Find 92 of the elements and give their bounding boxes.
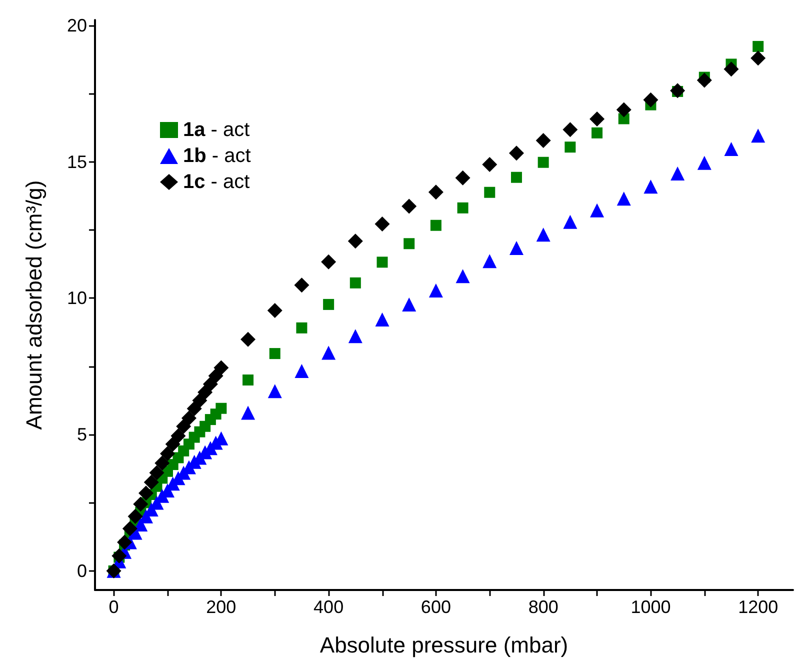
y-tick-label: 15 xyxy=(66,152,87,172)
legend-label: 1b - act xyxy=(183,145,252,167)
point xyxy=(350,277,361,288)
point xyxy=(322,346,336,360)
point xyxy=(149,465,164,480)
point xyxy=(323,298,334,310)
point xyxy=(165,436,180,452)
point xyxy=(186,401,202,416)
point xyxy=(616,102,632,118)
legend-label: 1c - act xyxy=(183,171,250,193)
point xyxy=(536,133,551,148)
point xyxy=(296,322,308,334)
point xyxy=(484,186,496,198)
point xyxy=(510,172,522,183)
point xyxy=(376,256,388,268)
point xyxy=(752,40,764,52)
x-tick-label: 0 xyxy=(108,597,119,617)
point xyxy=(144,474,159,490)
point xyxy=(428,284,443,298)
point xyxy=(321,254,336,270)
point xyxy=(138,486,154,501)
x-tick-label: 1200 xyxy=(738,597,778,617)
point xyxy=(482,157,498,172)
point xyxy=(198,384,213,400)
point xyxy=(563,214,578,229)
point xyxy=(294,278,310,293)
point xyxy=(374,216,390,232)
point xyxy=(536,228,550,242)
point xyxy=(117,534,132,550)
point xyxy=(404,238,415,250)
point xyxy=(240,332,256,347)
point xyxy=(402,198,417,214)
point xyxy=(267,302,282,318)
point xyxy=(455,170,470,186)
point xyxy=(348,329,362,344)
point xyxy=(696,72,712,88)
point xyxy=(294,364,309,378)
point xyxy=(428,184,444,200)
point xyxy=(214,360,229,376)
point xyxy=(590,203,604,218)
point xyxy=(751,128,766,143)
point xyxy=(697,156,712,170)
point xyxy=(509,241,524,255)
point xyxy=(154,456,170,471)
y-axis-title: Amount adsorbed (cm³/g) xyxy=(22,180,46,430)
point xyxy=(508,146,524,161)
point xyxy=(160,446,175,462)
point xyxy=(643,92,658,108)
point xyxy=(375,312,390,326)
point xyxy=(181,410,196,426)
point xyxy=(750,50,766,66)
x-axis-title: Absolute pressure (mbar) xyxy=(320,632,568,658)
point xyxy=(590,112,605,126)
y-tick-label: 5 xyxy=(76,424,87,445)
y-tick-label: 20 xyxy=(66,15,87,36)
point xyxy=(538,156,549,168)
point xyxy=(457,202,468,214)
x-tick-label: 600 xyxy=(420,597,451,617)
x-tick-label: 800 xyxy=(528,597,558,617)
point xyxy=(564,142,576,153)
point xyxy=(112,548,127,564)
point xyxy=(216,402,227,414)
x-tick-label: 400 xyxy=(314,597,344,617)
point xyxy=(456,269,470,284)
point xyxy=(133,496,148,512)
legend-label: 1a - act xyxy=(183,119,250,141)
point xyxy=(208,368,224,384)
point xyxy=(348,234,363,249)
point xyxy=(724,62,739,77)
point xyxy=(482,254,497,268)
point xyxy=(176,418,192,434)
point xyxy=(170,428,186,444)
point xyxy=(644,180,658,194)
point xyxy=(430,220,442,231)
point xyxy=(616,192,631,206)
point xyxy=(670,166,685,181)
point xyxy=(122,521,138,536)
point xyxy=(562,122,578,138)
point xyxy=(192,392,208,408)
point xyxy=(402,297,416,312)
point xyxy=(128,508,143,524)
point xyxy=(268,384,282,398)
y-tick-label: 10 xyxy=(66,288,87,308)
point xyxy=(241,406,256,420)
x-tick-label: 1000 xyxy=(630,597,671,617)
point xyxy=(269,348,280,360)
point xyxy=(202,376,218,392)
point xyxy=(242,374,254,386)
y-tick-label: 0 xyxy=(76,560,87,581)
x-tick-label: 200 xyxy=(206,597,236,617)
point xyxy=(592,127,603,138)
point xyxy=(724,142,738,156)
